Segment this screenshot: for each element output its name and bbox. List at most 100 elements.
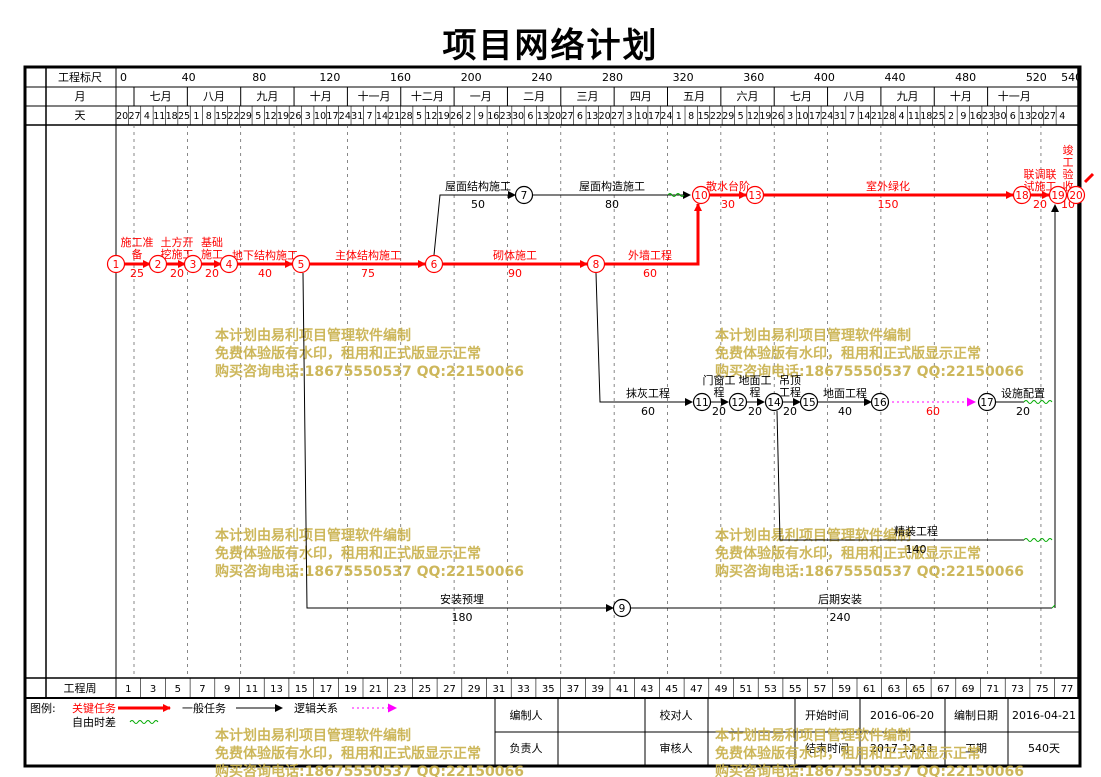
end-value: 2017-12-11	[870, 742, 934, 755]
task-dur-6: 90	[508, 267, 522, 280]
node-2: 2	[148, 254, 168, 274]
week-cell: 71	[986, 684, 999, 695]
day-cell: 17	[326, 111, 338, 122]
day-cell: 22	[227, 111, 239, 122]
free-float-7	[667, 193, 685, 197]
svg-text:购买咨询电话:18675550537 QQ:22150066: 购买咨询电话:18675550537 QQ:22150066	[215, 563, 524, 580]
day-cell: 16	[970, 111, 982, 122]
svg-text:12: 12	[731, 397, 744, 409]
svg-text:本计划由易利项目管理软件编制: 本计划由易利项目管理软件编制	[715, 727, 911, 744]
svg-text:16: 16	[873, 397, 887, 409]
task-name-21: 精装工程	[894, 525, 938, 538]
svg-text:2: 2	[155, 259, 162, 271]
day-cell: 6	[1010, 111, 1016, 122]
day-cell: 3	[626, 111, 632, 122]
node-17: 17	[977, 392, 997, 412]
week-cell: 9	[224, 684, 230, 695]
svg-text:7: 7	[521, 190, 528, 202]
svg-text:本计划由易利项目管理软件编制: 本计划由易利项目管理软件编制	[715, 527, 911, 544]
task-name-9: 室外绿化	[866, 179, 910, 193]
owner-label: 负责人	[510, 741, 543, 755]
day-cell: 1	[676, 111, 682, 122]
task-dur-23: 240	[830, 611, 851, 624]
month-cell: 十一月	[358, 89, 391, 103]
task-dur-9: 150	[878, 198, 899, 211]
day-cell: 27	[1044, 111, 1056, 122]
scale-tick: 240	[531, 71, 552, 84]
day-cell: 18	[920, 111, 932, 122]
finish-flag	[1083, 172, 1095, 184]
svg-text:5: 5	[298, 259, 305, 271]
day-cell: 5	[738, 111, 744, 122]
node-20: 20	[1066, 185, 1086, 205]
day-cell: 29	[240, 111, 252, 122]
legend-normal-label: 一般任务	[182, 702, 226, 715]
svg-text:11: 11	[695, 397, 708, 409]
task-name-15: 门窗工程	[703, 373, 736, 399]
month-cell: 十二月	[411, 89, 444, 103]
month-cell: 十月	[950, 89, 972, 103]
node-1: 1	[106, 254, 126, 274]
task-dur-20: 20	[1016, 405, 1030, 418]
week-cell: 77	[1061, 684, 1074, 695]
day-cell: 5	[416, 111, 422, 122]
svg-text:免费体验版有水印，租用和正式版显示正常: 免费体验版有水印，租用和正式版显示正常	[715, 545, 981, 562]
month-cell: 七月	[790, 90, 812, 103]
task-arrow-8-10	[605, 203, 702, 266]
day-cell: 10	[636, 111, 648, 122]
svg-text:6: 6	[431, 259, 438, 271]
day-cell: 22	[710, 111, 722, 122]
day-cell: 8	[206, 111, 212, 122]
week-cell: 31	[492, 684, 505, 695]
day-cell: 25	[933, 111, 945, 122]
day-cell: 27	[129, 111, 141, 122]
task-name-13: 屋面构造施工	[579, 179, 645, 193]
week-cell: 23	[394, 684, 407, 695]
day-cell: 17	[648, 111, 660, 122]
scale-tick: 80	[252, 71, 266, 84]
week-cell: 53	[764, 684, 777, 695]
svg-text:3: 3	[190, 259, 197, 271]
month-cell: 三月	[576, 90, 598, 103]
scale-label: 工程标尺	[58, 70, 102, 84]
duration-value: 540天	[1028, 742, 1060, 755]
day-cell: 24	[339, 111, 351, 122]
day-cell: 23	[982, 111, 994, 122]
week-cell: 3	[150, 684, 156, 695]
task-dur-2: 20	[170, 267, 184, 280]
month-cell: 十一月	[998, 89, 1031, 103]
week-cell: 55	[789, 684, 802, 695]
svg-text:购买咨询电话:18675550537 QQ:22150066: 购买咨询电话:18675550537 QQ:22150066	[715, 763, 1024, 777]
legend-float-label: 自由时差	[72, 715, 116, 729]
day-cell: 15	[215, 111, 227, 122]
day-cell: 31	[834, 111, 846, 122]
scale-tick: 120	[319, 71, 340, 84]
start-value: 2016-06-20	[870, 709, 934, 722]
day-cell: 3	[787, 111, 793, 122]
node-3: 3	[183, 254, 203, 274]
day-cell: 4	[144, 111, 150, 122]
month-cell: 二月	[523, 90, 545, 103]
watermark-1: 本计划由易利项目管理软件编制免费体验版有水印，租用和正式版显示正常购买咨询电话:…	[215, 327, 524, 380]
svg-text:免费体验版有水印，租用和正式版显示正常: 免费体验版有水印，租用和正式版显示正常	[215, 745, 481, 762]
svg-text:10: 10	[694, 190, 707, 202]
svg-text:9: 9	[619, 603, 626, 615]
task-name-20: 设施配置	[1001, 387, 1045, 400]
week-cell: 65	[912, 684, 925, 695]
week-cell: 17	[320, 684, 333, 695]
watermark-2: 本计划由易利项目管理软件编制免费体验版有水印，租用和正式版显示正常购买咨询电话:…	[715, 327, 1024, 380]
day-cell: 30	[994, 111, 1006, 122]
task-name-8: 散水台阶	[706, 179, 750, 193]
node-5: 5	[291, 254, 311, 274]
task-name-22: 安装预埋	[440, 592, 484, 606]
svg-text:免费体验版有水印，租用和正式版显示正常: 免费体验版有水印，租用和正式版显示正常	[715, 745, 981, 762]
scale-tick: 40	[182, 71, 196, 84]
svg-text:8: 8	[593, 259, 600, 271]
month-cell: 八月	[843, 90, 865, 103]
day-cell: 15	[698, 111, 710, 122]
week-cell: 73	[1011, 684, 1024, 695]
svg-text:19: 19	[1051, 190, 1064, 202]
task-dur-4: 40	[258, 267, 272, 280]
day-cell: 13	[537, 111, 549, 122]
task-dur-1: 25	[130, 267, 144, 280]
